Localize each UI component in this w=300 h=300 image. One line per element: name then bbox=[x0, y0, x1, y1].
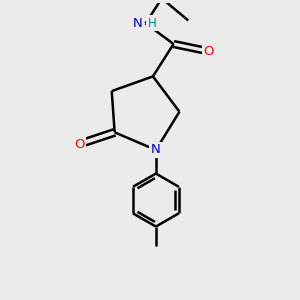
Text: H: H bbox=[148, 17, 156, 30]
Text: O: O bbox=[204, 45, 214, 58]
Text: N: N bbox=[133, 17, 142, 30]
Text: N: N bbox=[151, 143, 161, 157]
Text: O: O bbox=[74, 138, 85, 151]
